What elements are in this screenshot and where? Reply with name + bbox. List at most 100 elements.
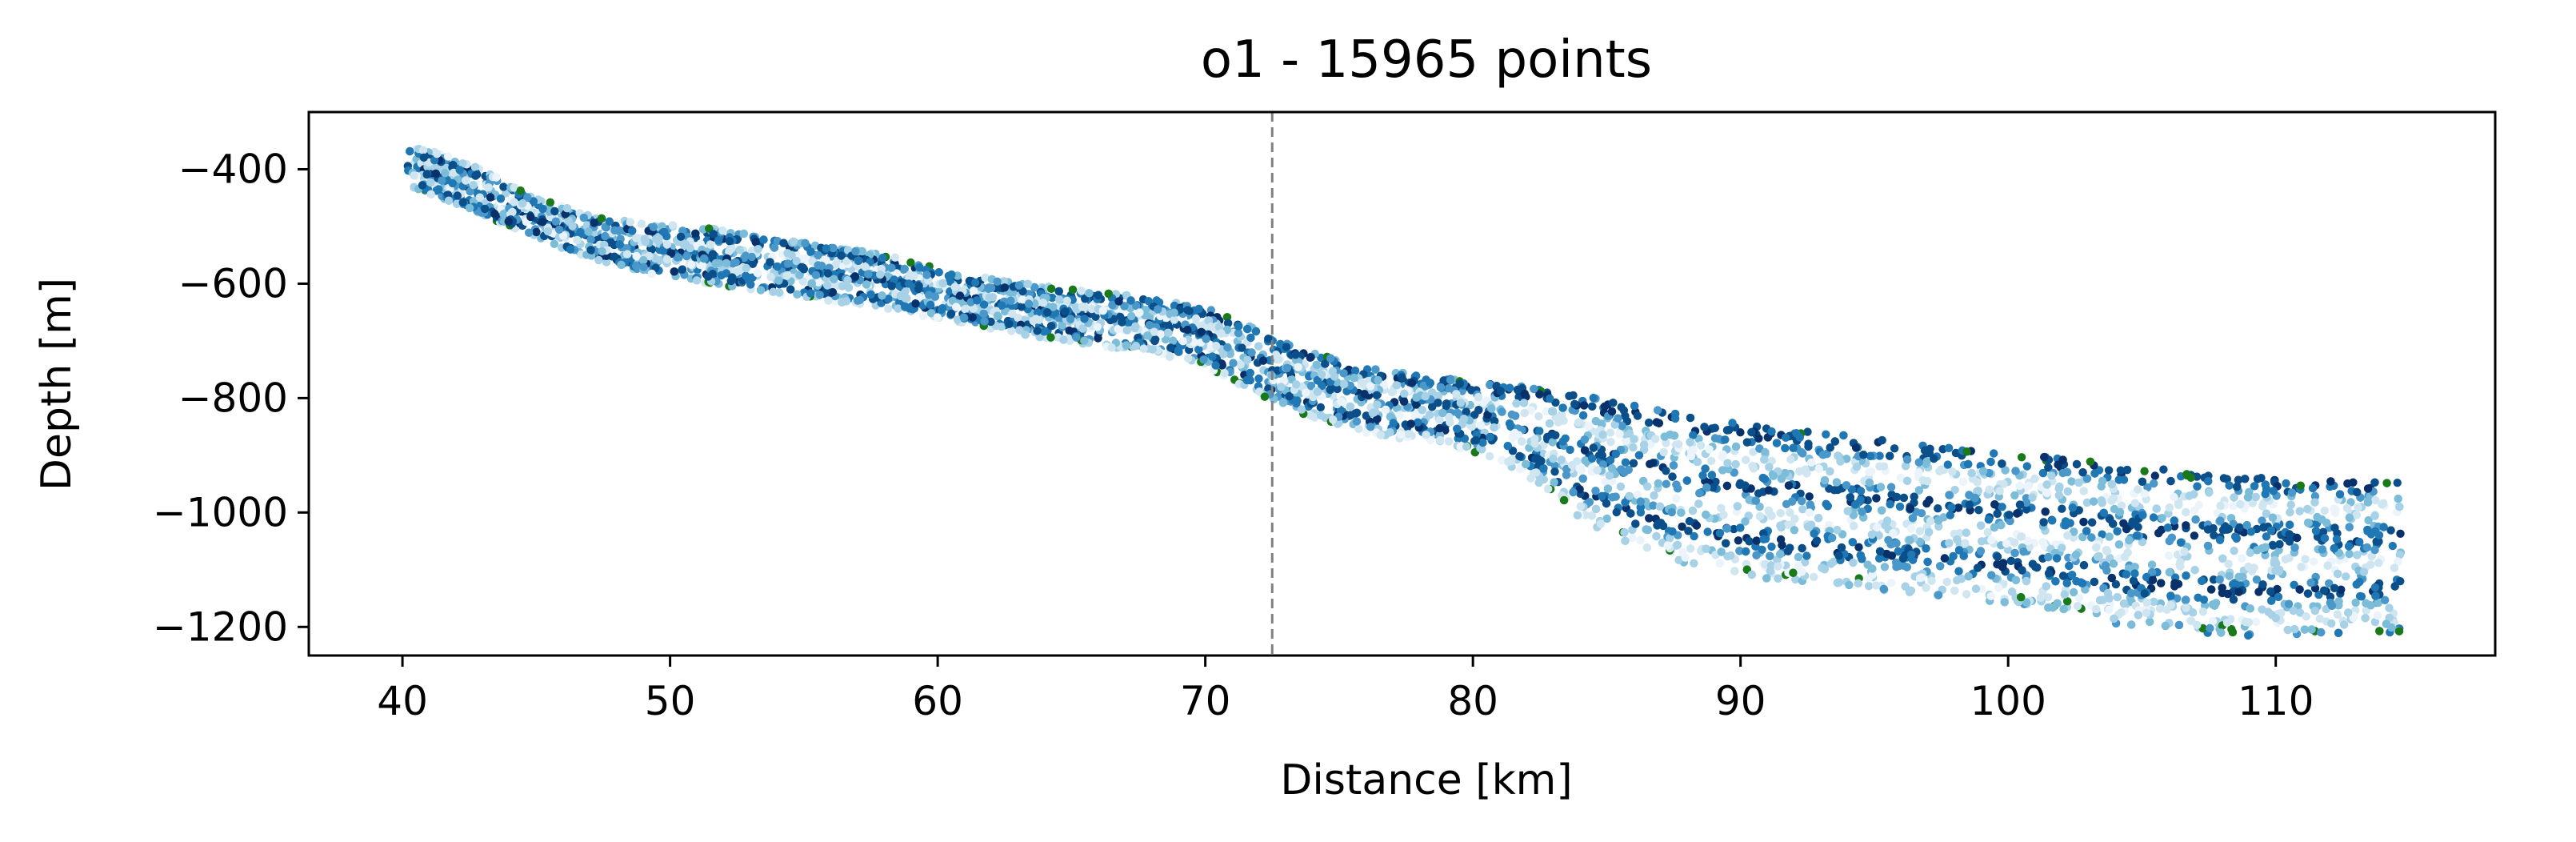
scatter-point <box>1990 500 1999 509</box>
scatter-point <box>1690 559 1698 567</box>
scatter-point <box>2320 506 2329 515</box>
scatter-point <box>2386 526 2395 535</box>
scatter-point <box>2048 516 2057 525</box>
scatter-point <box>717 271 726 280</box>
scatter-point <box>2363 525 2372 535</box>
scatter-point <box>2063 597 2072 606</box>
scatter-point <box>2290 624 2299 634</box>
scatter-point <box>2147 560 2157 569</box>
scatter-point <box>1558 437 1567 446</box>
scatter-point <box>1852 463 1862 471</box>
scatter-point <box>2204 477 2213 486</box>
scatter-point <box>1520 389 1529 399</box>
scatter-point <box>2130 563 2139 571</box>
scatter-point <box>1606 428 1615 437</box>
scatter-point <box>1542 407 1551 416</box>
scatter-point <box>1948 467 1957 476</box>
scatter-point <box>1864 582 1874 591</box>
scatter-point <box>632 262 641 271</box>
scatter-point <box>1955 529 1964 538</box>
scatter-point <box>2143 483 2152 492</box>
scatter-point <box>751 238 760 247</box>
scatter-point <box>2190 531 2199 540</box>
scatter-point <box>2277 608 2286 618</box>
scatter-point <box>1525 443 1534 452</box>
scatter-point <box>2244 562 2253 571</box>
scatter-point <box>1943 460 1952 469</box>
scatter-point <box>1674 555 1683 564</box>
scatter-point <box>1636 536 1645 545</box>
scatter-point <box>2063 487 2072 496</box>
scatter-point <box>2395 550 2404 559</box>
scatter-point <box>2359 567 2369 576</box>
scatter-point <box>1602 514 1611 523</box>
scatter-point <box>2155 604 2165 613</box>
scatter-point <box>1709 483 1718 492</box>
scatter-point <box>1515 451 1524 461</box>
scatter-point <box>2361 614 2370 623</box>
scatter-point <box>2203 541 2213 551</box>
scatter-point <box>1682 476 1691 485</box>
scatter-point <box>1875 451 1884 460</box>
scatter-point <box>1755 502 1764 511</box>
scatter-point <box>1439 376 1448 385</box>
scatter-point <box>1662 479 1670 488</box>
scatter-point <box>1735 547 1744 555</box>
scatter-point <box>1646 440 1655 449</box>
scatter-point <box>1306 411 1315 420</box>
scatter-point <box>1630 435 1638 443</box>
scatter-point <box>2297 563 2306 571</box>
scatter-point <box>2334 628 2343 637</box>
scatter-point <box>2098 530 2106 539</box>
scatter-point <box>2258 605 2266 614</box>
scatter-point <box>1629 459 1638 467</box>
scatter-point <box>2262 532 2271 541</box>
scatter-point <box>1805 492 1814 501</box>
scatter-point <box>1633 411 1642 420</box>
scatter-point <box>2394 494 2402 503</box>
scatter-point <box>1630 401 1639 411</box>
scatter-point <box>2251 617 2261 627</box>
scatter-point <box>2022 576 2031 586</box>
scatter-point <box>1790 515 1799 523</box>
scatter-point <box>1621 536 1630 545</box>
scatter-point <box>1132 301 1141 311</box>
scatter-point <box>1759 529 1768 538</box>
scatter-point <box>2252 575 2262 584</box>
scatter-point <box>2170 492 2178 502</box>
scatter-point <box>2344 542 2354 551</box>
scatter-point <box>1845 580 1854 590</box>
scatter-point <box>1120 302 1129 311</box>
scatter-point <box>1892 492 1902 502</box>
scatter-point <box>1690 531 1698 541</box>
scatter-point <box>1976 547 1986 555</box>
scatter-point <box>1786 455 1795 464</box>
scatter-point <box>2042 582 2050 591</box>
scatter-point <box>1557 455 1566 464</box>
scatter-point <box>1958 477 1968 487</box>
scatter-point <box>2375 627 2384 636</box>
scatter-point <box>999 277 1009 286</box>
scatter-point <box>2266 587 2275 596</box>
scatter-point <box>2218 554 2227 563</box>
scatter-point <box>2082 498 2091 507</box>
scatter-point <box>1615 430 1624 439</box>
scatter-point <box>1628 533 1637 543</box>
scatter-point <box>1846 493 1854 502</box>
scatter-point <box>1526 406 1535 415</box>
scatter-point <box>2315 614 2324 623</box>
scatter-point <box>2028 493 2037 502</box>
scatter-point <box>2282 479 2290 488</box>
scatter-point <box>1871 581 1881 590</box>
scatter-point <box>2388 541 2397 551</box>
scatter-point <box>2117 501 2126 510</box>
scatter-point <box>1786 508 1794 517</box>
scatter-point <box>1580 446 1590 455</box>
scatter-point <box>2352 511 2361 519</box>
scatter-point <box>2190 506 2199 515</box>
scatter-point <box>2289 606 2298 615</box>
scatter-point <box>2104 466 2114 475</box>
chart-title: o1 - 15965 points <box>1201 30 1652 90</box>
scatter-point <box>1609 399 1618 407</box>
scatter-point <box>2326 592 2335 601</box>
